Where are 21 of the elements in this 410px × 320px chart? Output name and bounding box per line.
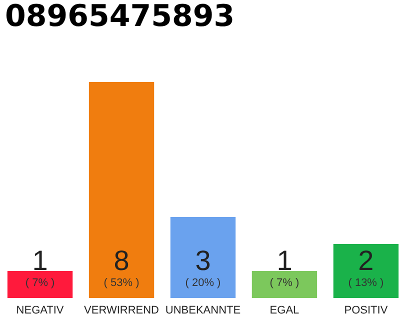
annotation: ( 20% ) (185, 277, 221, 289)
x-tick-label: UNBEKANNTE (165, 304, 241, 316)
data-label: 1 (32, 245, 48, 276)
data-label: 8 (114, 245, 130, 276)
bar (252, 271, 318, 298)
data-label: 2 (358, 245, 374, 276)
bar (7, 271, 73, 298)
annotation: ( 7% ) (25, 277, 55, 289)
x-tick-label: EGAL (270, 304, 300, 316)
annotation: ( 7% ) (270, 277, 300, 289)
x-tick-label: VERWIRREND (84, 304, 160, 316)
bar (88, 82, 154, 298)
bar (333, 244, 399, 298)
bar (170, 217, 236, 298)
data-label: 3 (195, 245, 211, 276)
x-tick-label: POSITIV (344, 304, 388, 316)
annotation: ( 53% ) (104, 277, 140, 289)
x-tick-label: NEGATIV (16, 304, 64, 316)
annotation: ( 13% ) (348, 277, 384, 289)
data-label: 1 (276, 245, 292, 276)
chart-title: 08965475893 (5, 0, 235, 34)
